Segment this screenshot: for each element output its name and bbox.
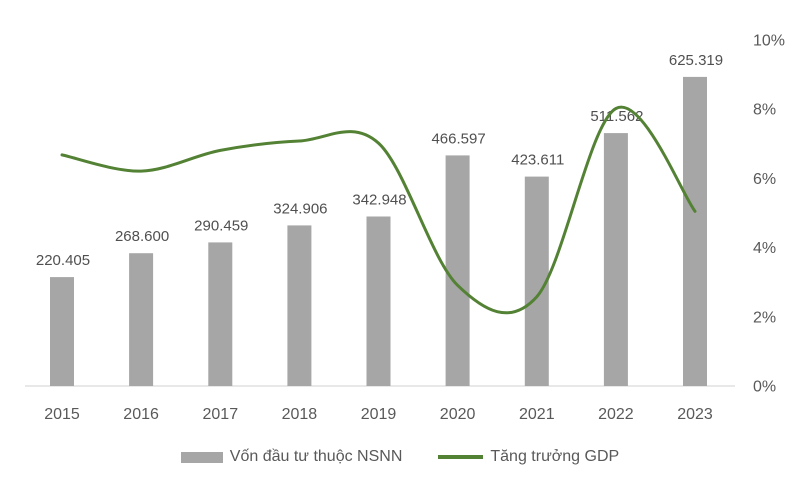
x-axis-label-2017: 2017 — [203, 406, 239, 423]
x-axis-label-2023: 2023 — [677, 406, 713, 423]
x-axis-label-2021: 2021 — [519, 406, 555, 423]
legend-label-line-series: Tăng trưởng GDP — [490, 448, 620, 465]
bar-2018 — [287, 225, 312, 386]
bar-value-label-2016: 268.600 — [115, 228, 169, 245]
gdp-growth-line — [60, 105, 697, 315]
bar-value-label-2021: 423.611 — [511, 152, 564, 169]
bar-2022 — [603, 133, 628, 386]
y-axis-tick-label: 0% — [753, 379, 776, 396]
chart-legend: Vốn đầu tư thuộc NSNN Tăng trưởng GDP — [0, 446, 800, 468]
bar-value-label-2022: 511.562 — [590, 108, 643, 125]
bar-2019 — [366, 216, 391, 386]
legend-item-bar-series: Vốn đầu tư thuộc NSNN — [180, 446, 403, 468]
legend-item-line-series: Tăng trưởng GDP — [438, 446, 619, 468]
bar-value-label-2017: 290.459 — [194, 217, 248, 234]
bar-2020 — [445, 155, 470, 386]
x-axis-label-2016: 2016 — [123, 406, 159, 423]
line-series-swatch-icon — [438, 455, 484, 459]
x-axis-label-2018: 2018 — [282, 406, 318, 423]
x-axis-label-2015: 2015 — [44, 406, 80, 423]
bar-value-label-2020: 466.597 — [431, 130, 485, 147]
y-axis-tick-label: 8% — [753, 102, 776, 119]
x-axis-label-2020: 2020 — [440, 406, 476, 423]
bar-2023 — [683, 76, 707, 387]
legend-label-bar-series: Vốn đầu tư thuộc NSNN — [229, 448, 403, 465]
bar-value-label-2018: 324.906 — [273, 200, 327, 217]
y-axis-tick-label: 4% — [753, 240, 776, 257]
bar-value-label-2015: 220.405 — [36, 252, 90, 269]
bar-series-swatch-icon — [180, 451, 223, 463]
bar-2016 — [129, 253, 154, 386]
x-axis-label-2019: 2019 — [361, 406, 397, 423]
bar-value-label-2019: 342.948 — [352, 192, 406, 209]
bar-2017 — [208, 242, 233, 386]
y-axis-tick-label: 10% — [753, 33, 785, 50]
bar-2015 — [50, 277, 74, 386]
x-axis-label-2022: 2022 — [598, 406, 634, 423]
y-axis-tick-label: 6% — [753, 171, 776, 188]
bar-value-label-2023: 625.319 — [669, 52, 723, 69]
y-axis-tick-label: 2% — [753, 309, 776, 326]
